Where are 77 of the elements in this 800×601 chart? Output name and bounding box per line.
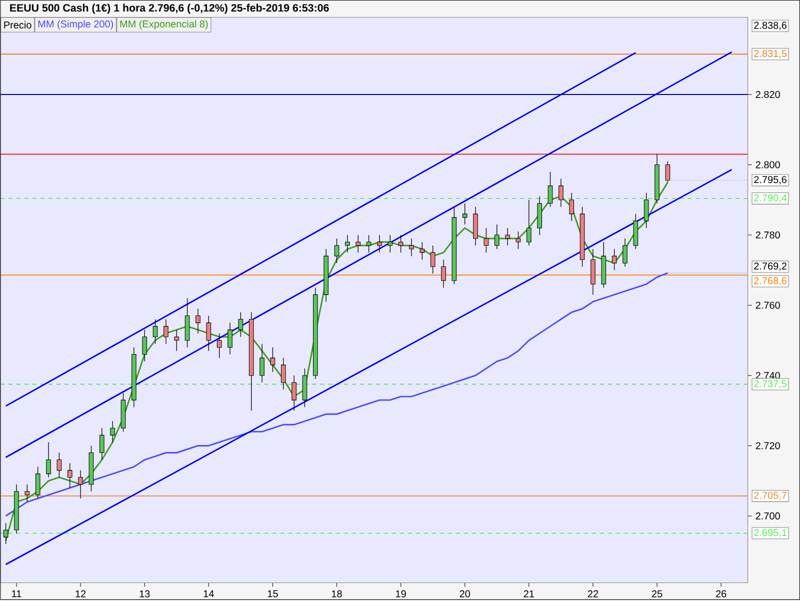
candlestick [152, 319, 158, 344]
candlestick [505, 228, 510, 246]
candlestick [3, 522, 8, 545]
y-tick-label: 2.780 [756, 232, 780, 239]
x-tick-label: 12 [76, 590, 86, 598]
candlestick [484, 228, 489, 254]
candlestick [142, 330, 147, 362]
candlestick [356, 234, 361, 254]
candlestick [99, 428, 104, 460]
candlestick [569, 192, 574, 222]
x-tick-label: 26 [716, 590, 726, 598]
y-tick-label: 2.760 [756, 302, 780, 309]
candlestick [238, 312, 244, 338]
candlestick [67, 463, 72, 488]
candlestick [35, 466, 40, 499]
candlestick [174, 330, 180, 352]
ref-line-label: 2.831,5 [754, 50, 787, 58]
candlestick [196, 308, 200, 334]
candlestick [644, 192, 649, 228]
data-label: 2.769,2 [754, 262, 786, 271]
candlestick [292, 375, 296, 412]
candlestick [366, 234, 372, 254]
candlestick [665, 161, 670, 183]
x-tick-label: 20 [460, 590, 470, 598]
candlestick [409, 238, 414, 257]
x-tick-label: 18 [332, 590, 342, 598]
candlestick [110, 420, 115, 443]
x-tick-label: 21 [524, 590, 534, 598]
candlestick [388, 234, 393, 254]
x-tick-label: 22 [588, 590, 598, 598]
chart-title: EEUU 500 Cash (1€) 1 hora 2.796,6 (-0,12%) 25-feb-2019 6:53:06 [10, 4, 329, 14]
text: MM (Simple 200) [38, 20, 114, 30]
candlestick [558, 178, 564, 208]
y-tick-label: 2.700 [756, 512, 780, 520]
candlestick [345, 234, 350, 254]
candlestick [216, 333, 222, 358]
candlestick [334, 238, 340, 264]
candlestick [548, 172, 553, 208]
candlestick [46, 442, 51, 478]
candlestick [526, 200, 532, 246]
x-tick-label: 19 [396, 590, 406, 598]
ref-line-label: 2.768,6 [754, 277, 787, 286]
ref-line-label: 2.737,5 [754, 380, 787, 389]
text: Precio [4, 21, 32, 29]
candlestick [24, 484, 30, 502]
candlestick [462, 203, 468, 225]
candlestick [260, 344, 264, 383]
candlestick [78, 470, 83, 499]
y-tick-label: 2.820 [756, 91, 780, 98]
candlestick [612, 248, 617, 271]
x-tick-label: 14 [204, 590, 214, 598]
candlestick [280, 358, 286, 390]
candlestick [398, 234, 404, 254]
candlestick [270, 347, 276, 372]
candlestick [430, 245, 436, 274]
candlestick [206, 316, 212, 352]
candlestick [441, 259, 446, 288]
candlestick [420, 242, 425, 260]
ref-line-label: 2.705,7 [754, 492, 786, 500]
candlestick [56, 452, 62, 478]
text: 2.838,6 [754, 22, 787, 30]
candlestick [622, 238, 628, 268]
x-tick-label: 13 [140, 590, 150, 598]
x-tick-label: 25 [652, 590, 662, 598]
candlestick [494, 224, 500, 250]
candlestick [228, 322, 232, 355]
x-tick-label: 11 [12, 590, 22, 598]
ref-line-label: 2.790,4 [754, 194, 787, 203]
text: 2.795,6 [754, 176, 787, 184]
y-tick-label: 2.800 [756, 161, 780, 168]
x-tick-label: 15 [268, 590, 278, 598]
candlestick [516, 231, 521, 250]
candlestick [164, 319, 168, 344]
candlestick [377, 234, 382, 254]
text: MM (Exponencial 8) [120, 20, 208, 30]
ref-line-label: 2.695,1 [754, 529, 786, 538]
y-tick-label: 2.720 [756, 442, 780, 450]
